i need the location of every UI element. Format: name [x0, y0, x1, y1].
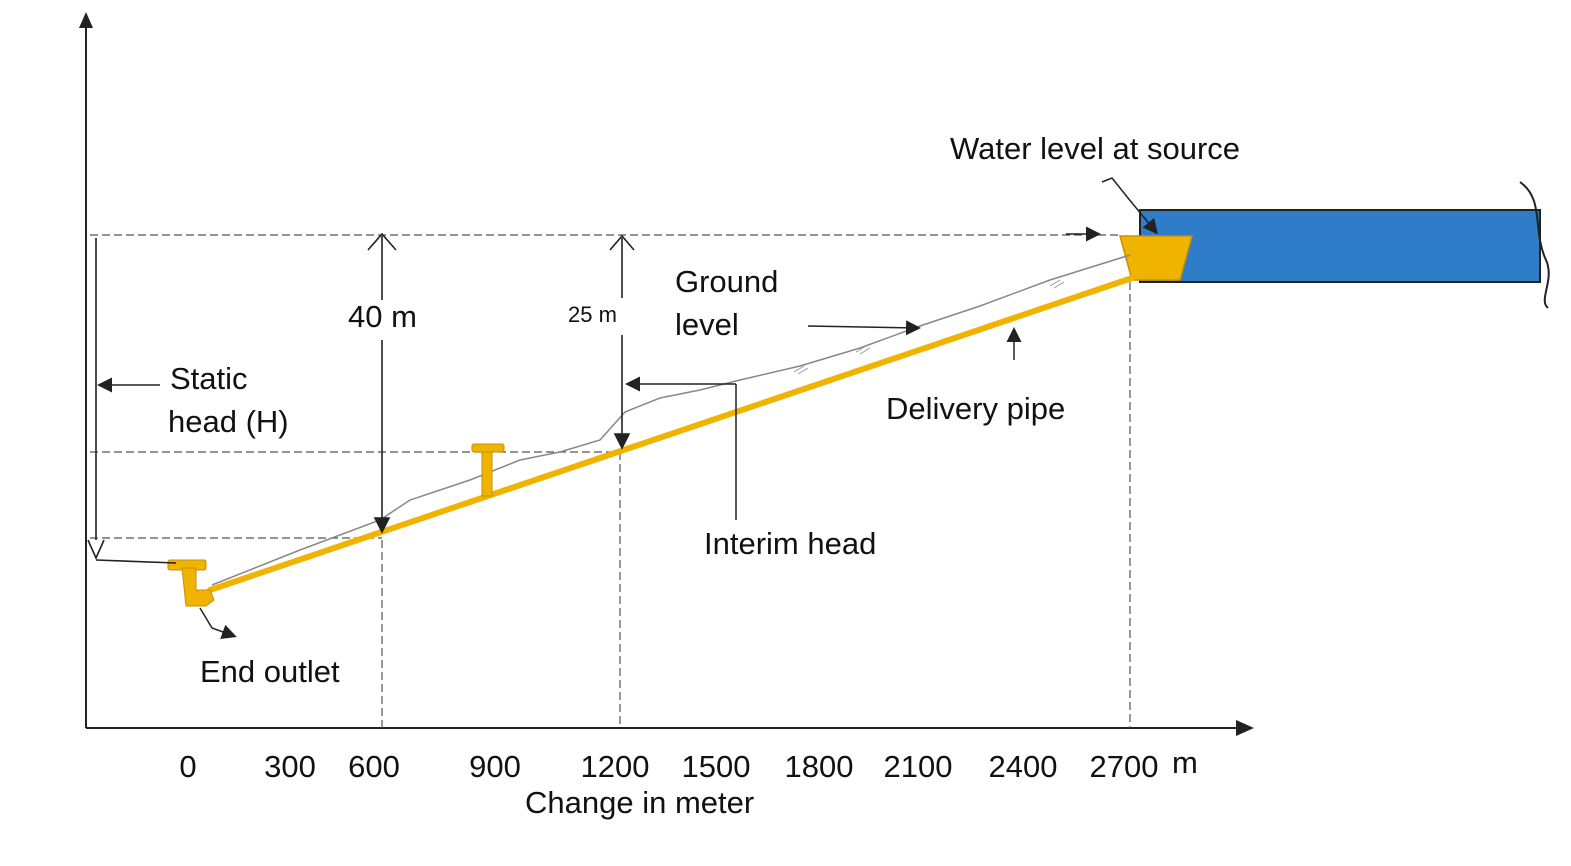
labels: Water level at source Ground level Stati… — [168, 131, 1240, 820]
axes — [79, 12, 1254, 736]
x-tick-label: 900 — [469, 749, 521, 784]
end-outlet-pointer — [199, 607, 237, 639]
x-tick-label: 2700 — [1090, 749, 1159, 784]
x-axis-title: Change in meter — [525, 785, 754, 820]
water-body — [1139, 209, 1541, 283]
x-axis-unit: m — [1172, 745, 1198, 780]
ground-level-label-line2: level — [675, 307, 739, 342]
x-tick-label: 300 — [264, 749, 316, 784]
x-tick-label: 600 — [348, 749, 400, 784]
end-outlet — [167, 559, 215, 607]
water-level-label: Water level at source — [950, 131, 1240, 166]
delivery-pipe — [207, 275, 1135, 593]
static-head-label-line2: head (H) — [168, 404, 289, 439]
static-head-label-line1: Static — [170, 361, 248, 396]
height-40m-label: 40 m — [348, 299, 417, 334]
dimension-25m — [609, 234, 635, 450]
ground-marks — [793, 279, 1065, 375]
x-tick-label: 1200 — [581, 749, 650, 784]
y-axis-arrow — [79, 12, 93, 28]
x-tick-label: 1500 — [682, 749, 751, 784]
ground-level-pointer — [807, 320, 921, 336]
water-level-pointer — [1101, 177, 1158, 235]
interim-head-label: Interim head — [704, 526, 876, 561]
x-axis-arrow — [1236, 720, 1254, 736]
static-head-dimension — [87, 238, 177, 564]
reservoir — [1119, 181, 1550, 309]
x-tick-labels: 0 300 600 900 1200 1500 1800 2100 2400 2700 — [179, 749, 1158, 784]
delivery-pipe-label: Delivery pipe — [886, 391, 1065, 426]
intake-box — [1119, 235, 1193, 281]
x-tick-label: 2400 — [989, 749, 1058, 784]
interim-tap — [471, 443, 505, 497]
end-outlet-label: End outlet — [200, 654, 340, 689]
x-tick-label: 1800 — [785, 749, 854, 784]
ground-level-line — [211, 254, 1131, 586]
dimension-40m — [367, 232, 397, 534]
height-25m-label: 25 m — [568, 302, 617, 327]
x-tick-label: 0 — [179, 749, 196, 784]
x-tick-label: 2100 — [884, 749, 953, 784]
ground-level-label-line1: Ground — [675, 264, 778, 299]
reservoir-break — [1519, 181, 1550, 309]
